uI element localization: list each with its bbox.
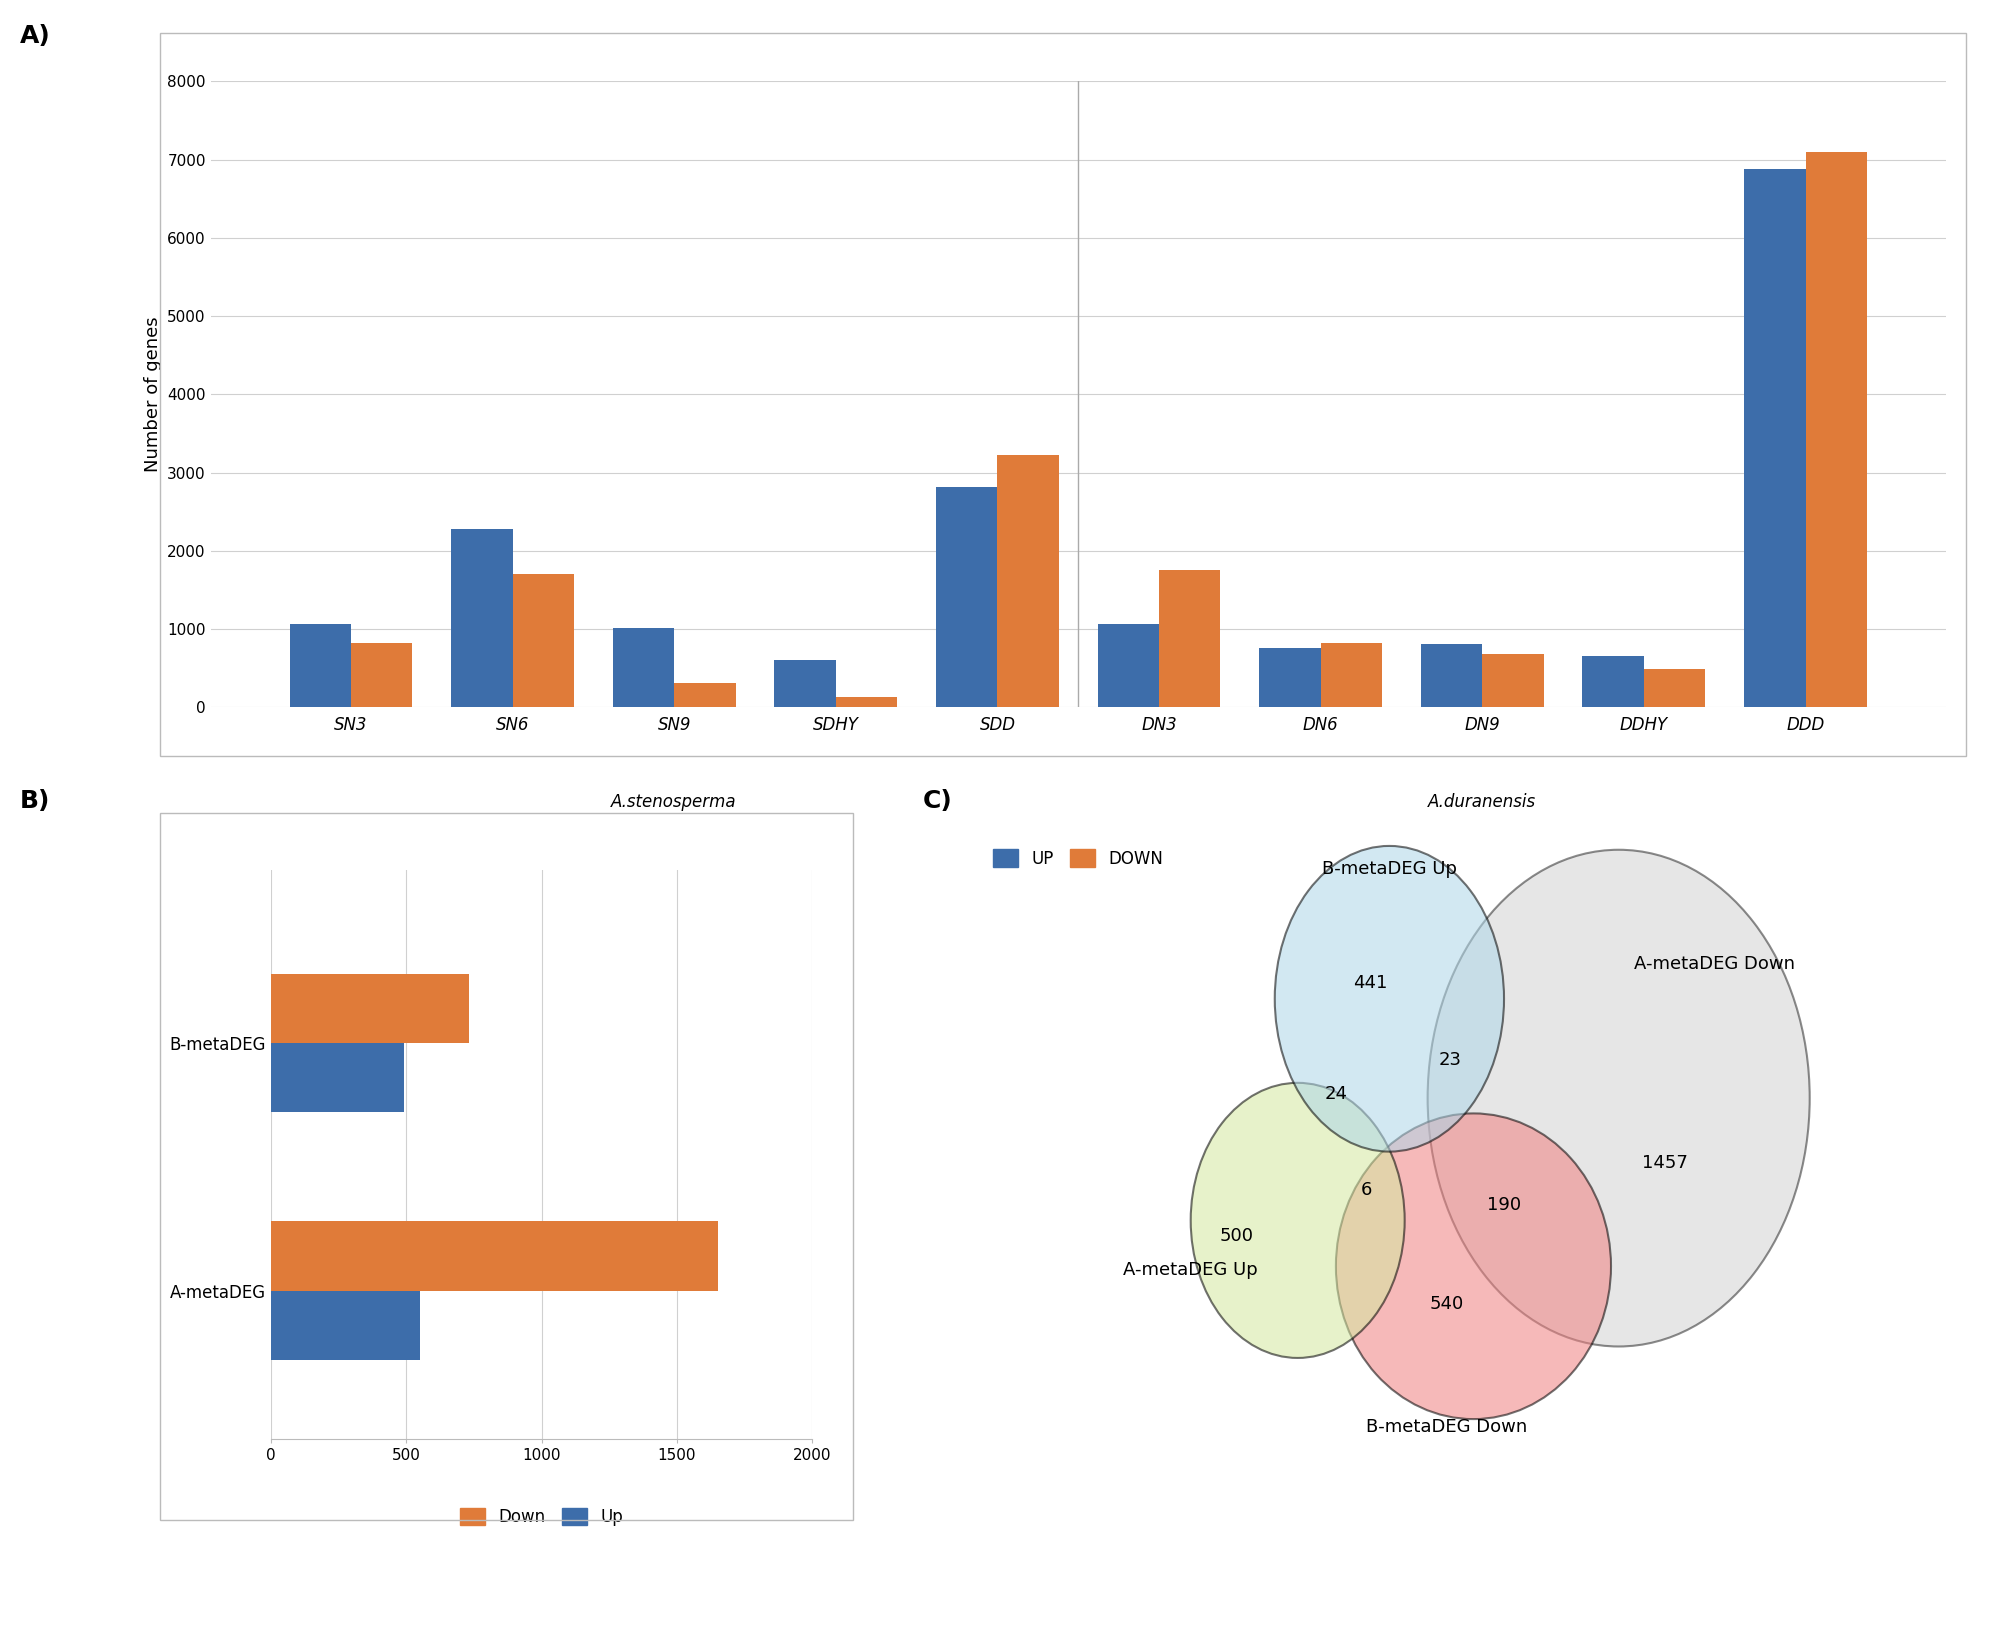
Text: A-metaDEG Up: A-metaDEG Up — [1123, 1262, 1257, 1280]
Bar — [836, 698, 896, 707]
Text: 190: 190 — [1486, 1197, 1520, 1215]
Ellipse shape — [1191, 1083, 1404, 1358]
Bar — [1482, 654, 1544, 707]
Ellipse shape — [1428, 850, 1809, 1346]
Ellipse shape — [1335, 1114, 1610, 1419]
Text: A-metaDEG Down: A-metaDEG Down — [1632, 956, 1794, 974]
Bar — [996, 455, 1059, 707]
Bar — [1742, 169, 1804, 707]
Text: 500: 500 — [1219, 1226, 1253, 1244]
Ellipse shape — [1273, 846, 1504, 1151]
Bar — [1582, 655, 1642, 707]
Bar — [1642, 668, 1704, 707]
Bar — [271, 1291, 419, 1359]
Text: 1457: 1457 — [1640, 1154, 1686, 1172]
Bar — [271, 1221, 718, 1291]
Bar — [1097, 624, 1159, 707]
Bar — [271, 1044, 403, 1112]
Bar — [1259, 647, 1319, 707]
Legend: UP, DOWN: UP, DOWN — [986, 842, 1169, 875]
Bar — [1420, 644, 1482, 707]
Bar — [289, 624, 351, 707]
Text: B-metaDEG Up: B-metaDEG Up — [1321, 860, 1456, 878]
Bar — [774, 660, 836, 707]
Bar — [1319, 644, 1381, 707]
Text: A): A) — [20, 24, 50, 49]
Bar — [674, 683, 736, 707]
Legend: Down, Up: Down, Up — [453, 1502, 630, 1533]
Bar — [351, 644, 413, 707]
Bar — [513, 574, 573, 707]
Y-axis label: Number of genes: Number of genes — [144, 317, 162, 472]
Text: B): B) — [20, 789, 50, 813]
Bar — [271, 974, 469, 1044]
Bar — [1804, 151, 1867, 707]
Bar — [451, 528, 513, 707]
Text: 441: 441 — [1353, 974, 1387, 992]
Bar — [1159, 569, 1219, 707]
Text: C): C) — [922, 789, 952, 813]
Text: A.stenosperma: A.stenosperma — [612, 793, 736, 811]
Bar — [612, 628, 674, 707]
Text: B-metaDEG Down: B-metaDEG Down — [1365, 1418, 1526, 1436]
Bar — [936, 488, 996, 707]
Text: 540: 540 — [1430, 1296, 1464, 1314]
Text: 23: 23 — [1438, 1050, 1462, 1068]
Text: 24: 24 — [1323, 1085, 1347, 1104]
Text: A.duranensis: A.duranensis — [1428, 793, 1536, 811]
Text: 6: 6 — [1359, 1180, 1371, 1198]
